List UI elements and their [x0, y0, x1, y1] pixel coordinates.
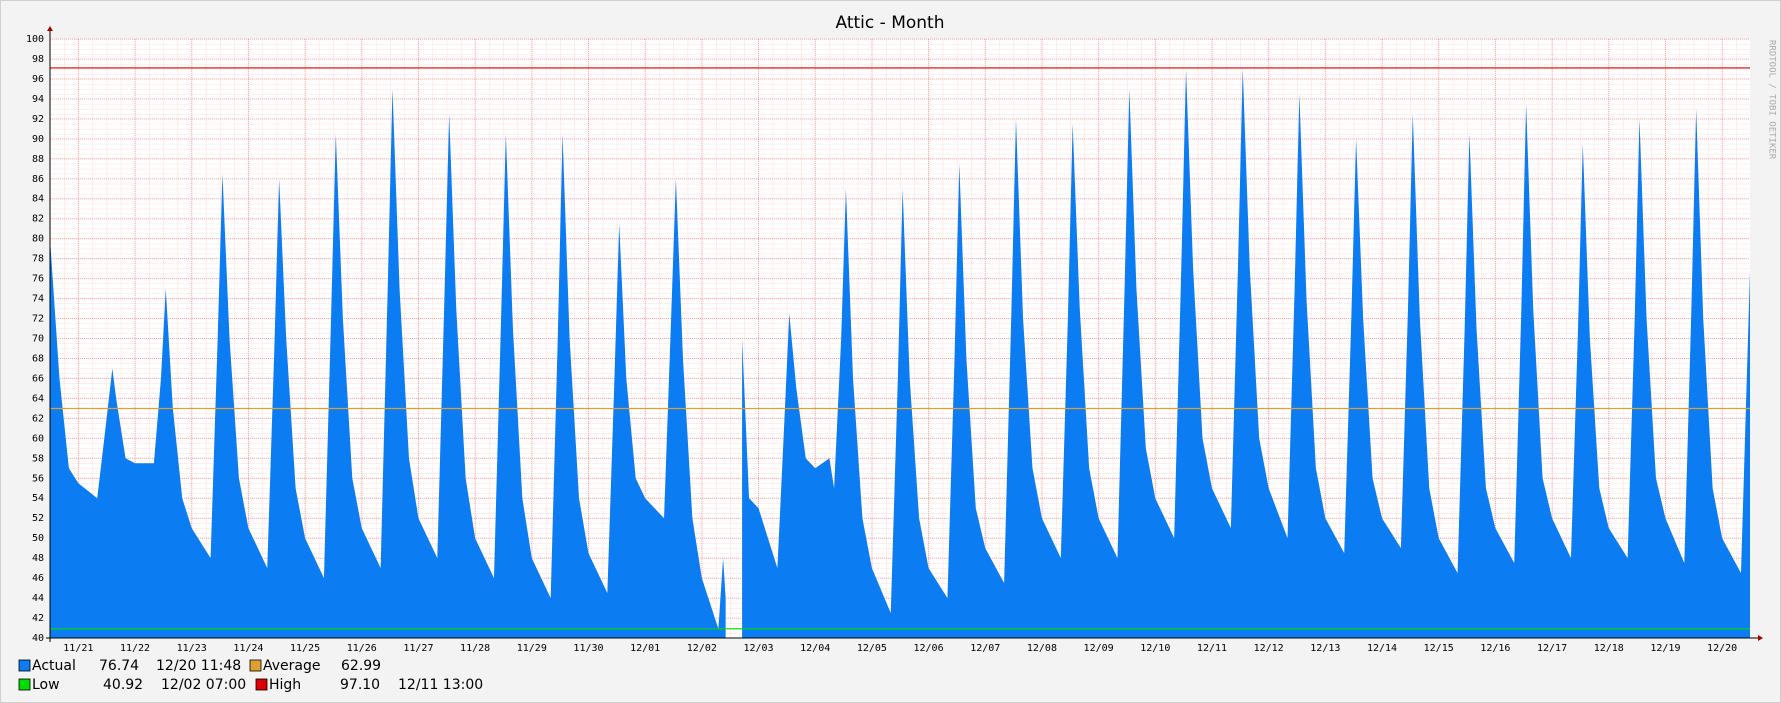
- x-tick-label: 11/27: [403, 643, 433, 654]
- y-tick-label: 70: [32, 334, 44, 345]
- y-tick-label: 96: [32, 74, 44, 85]
- y-tick-label: 46: [32, 573, 44, 584]
- axis-arrow: [1758, 635, 1763, 641]
- x-tick-label: 11/22: [120, 643, 150, 654]
- y-tick-label: 58: [32, 453, 44, 464]
- legend-time: 12/20 11:48: [156, 658, 241, 674]
- y-tick-label: 76: [32, 274, 44, 285]
- y-tick-label: 82: [32, 214, 44, 225]
- x-tick-label: 12/03: [743, 643, 773, 654]
- y-tick-label: 52: [32, 513, 44, 524]
- y-tick-label: 44: [32, 593, 44, 604]
- y-tick-label: 86: [32, 174, 44, 185]
- y-tick-label: 92: [32, 114, 44, 125]
- x-tick-label: 12/11: [1197, 643, 1227, 654]
- y-tick-label: 94: [32, 94, 44, 105]
- x-tick-label: 11/26: [347, 643, 377, 654]
- legend-swatch: [18, 659, 31, 672]
- x-tick-label: 12/13: [1310, 643, 1340, 654]
- x-tick-label: 11/25: [290, 643, 320, 654]
- legend-label: Average: [263, 658, 321, 674]
- x-tick-label: 12/15: [1424, 643, 1454, 654]
- y-tick-label: 80: [32, 234, 44, 245]
- x-tick-label: 12/06: [914, 643, 944, 654]
- x-tick-label: 11/29: [517, 643, 547, 654]
- legend-value: 97.10: [340, 677, 380, 693]
- y-tick-label: 84: [32, 194, 44, 205]
- x-tick-label: 11/21: [63, 643, 93, 654]
- legend-swatch: [255, 678, 268, 691]
- y-tick-label: 68: [32, 353, 44, 364]
- x-tick-label: 12/09: [1084, 643, 1114, 654]
- y-tick-label: 72: [32, 314, 44, 325]
- y-tick-label: 64: [32, 393, 44, 404]
- y-tick-label: 54: [32, 493, 44, 504]
- y-tick-label: 60: [32, 433, 44, 444]
- x-tick-label: 12/19: [1650, 643, 1680, 654]
- x-tick-label: 12/17: [1537, 643, 1567, 654]
- y-tick-label: 48: [32, 553, 44, 564]
- y-tick-label: 40: [32, 633, 44, 644]
- chart-title: Attic - Month: [836, 13, 945, 33]
- y-tick-label: 100: [26, 34, 44, 45]
- x-tick-label: 12/08: [1027, 643, 1057, 654]
- legend-time: 12/11 13:00: [398, 677, 483, 693]
- y-tick-label: 98: [32, 54, 44, 65]
- y-tick-label: 42: [32, 613, 44, 624]
- y-tick-label: 62: [32, 413, 44, 424]
- legend-label: Actual: [32, 658, 76, 674]
- legend-value: 62.99: [341, 658, 381, 674]
- x-tick-label: 12/04: [800, 643, 830, 654]
- x-tick-label: 11/30: [573, 643, 603, 654]
- legend-label: High: [269, 677, 301, 693]
- legend-swatch: [249, 659, 262, 672]
- labels: 40 42 44 46 48 50 52 54 56 58 60 62 64 66 68 70 72 74 76 78…: [26, 34, 1737, 654]
- x-tick-label: 12/01: [630, 643, 660, 654]
- y-tick-label: 56: [32, 473, 44, 484]
- y-tick-label: 50: [32, 533, 44, 544]
- legend-swatch: [18, 678, 31, 691]
- legend-value: 40.92: [103, 677, 143, 693]
- legend-label: Low: [32, 677, 60, 693]
- x-tick-label: 12/14: [1367, 643, 1397, 654]
- legend-value: 76.74: [99, 658, 139, 674]
- x-tick-label: 12/05: [857, 643, 887, 654]
- area: [50, 67, 1750, 639]
- axis-arrow: [47, 26, 53, 31]
- y-tick-label: 66: [32, 373, 44, 384]
- x-tick-label: 12/16: [1480, 643, 1510, 654]
- x-tick-label: 12/18: [1594, 643, 1624, 654]
- watermark: RRDTOOL / TOBI OETIKER: [1767, 40, 1777, 160]
- legend-time: 12/02 07:00: [161, 677, 246, 693]
- y-tick-label: 78: [32, 254, 44, 265]
- marks: [50, 67, 1750, 639]
- x-tick-label: 11/24: [233, 643, 263, 654]
- x-tick-label: 12/02: [687, 643, 717, 654]
- x-tick-label: 12/07: [970, 643, 1000, 654]
- x-tick-label: 12/10: [1140, 643, 1170, 654]
- x-tick-label: 12/12: [1254, 643, 1284, 654]
- y-tick-label: 90: [32, 134, 44, 145]
- y-tick-label: 88: [32, 154, 44, 165]
- x-tick-label: 11/23: [177, 643, 207, 654]
- x-tick-label: 11/28: [460, 643, 490, 654]
- x-tick-label: 12/20: [1707, 643, 1737, 654]
- y-tick-label: 74: [32, 294, 44, 305]
